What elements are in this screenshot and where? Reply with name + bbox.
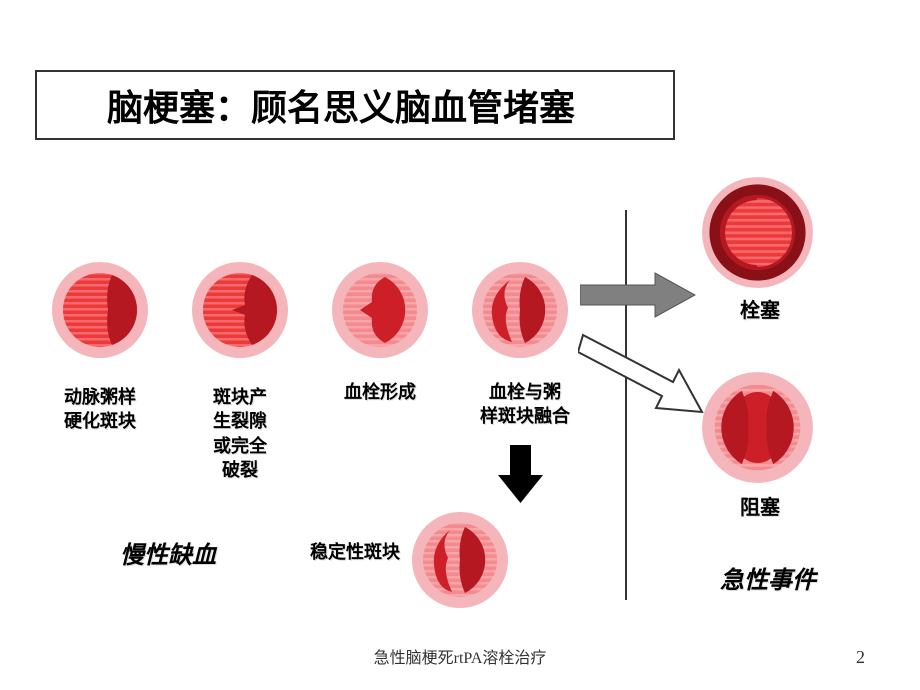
label-plaque-fissure: 斑块产 生裂隙 或完全 破裂 bbox=[195, 385, 285, 482]
cell-occlusion bbox=[700, 370, 815, 490]
label-embolism: 栓塞 bbox=[720, 298, 800, 325]
cell-embolism bbox=[700, 175, 815, 295]
cell-atherosclerotic-plaque bbox=[50, 260, 150, 365]
arrow-to-embolism bbox=[580, 270, 700, 325]
cell-thrombus-fusion bbox=[470, 260, 570, 365]
label-occlusion: 阻塞 bbox=[720, 495, 800, 522]
footer-caption: 急性脑梗死rtPA溶栓治疗 bbox=[0, 644, 920, 668]
label-acute-event: 急性事件 bbox=[720, 560, 816, 595]
cell-stable-plaque bbox=[410, 510, 510, 615]
arrow-to-stable bbox=[498, 445, 543, 510]
title-box: 脑梗塞：顾名思义脑血管堵塞 bbox=[35, 70, 675, 140]
arrow-to-occlusion bbox=[578, 330, 708, 425]
page-title: 脑梗塞：顾名思义脑血管堵塞 bbox=[107, 79, 575, 131]
cell-plaque-fissure bbox=[190, 260, 290, 365]
label-atherosclerotic-plaque: 动脉粥样 硬化斑块 bbox=[40, 385, 160, 434]
cell-thrombus-formation bbox=[330, 260, 430, 365]
page-number: 2 bbox=[856, 647, 865, 668]
label-stable-plaque: 稳定性斑块 bbox=[300, 540, 410, 564]
label-thrombus-formation: 血栓形成 bbox=[320, 380, 440, 404]
label-chronic-ischemia: 慢性缺血 bbox=[120, 535, 216, 570]
label-thrombus-fusion: 血栓与粥 样斑块融合 bbox=[465, 380, 585, 429]
